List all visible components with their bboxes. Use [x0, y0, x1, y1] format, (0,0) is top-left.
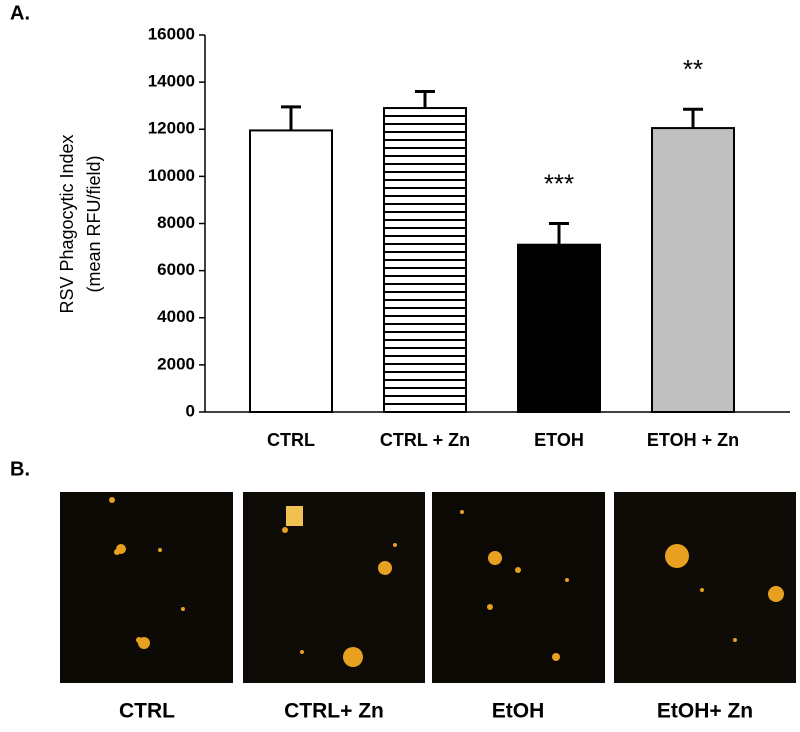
micrograph — [614, 492, 796, 683]
y-axis-title: (mean RFU/field) — [84, 155, 104, 292]
x-tick-label: ETOH + Zn — [647, 430, 739, 450]
bars — [249, 90, 735, 413]
y-tick-label: 2000 — [157, 354, 195, 373]
bar — [249, 129, 333, 413]
y-tick-label: 12000 — [148, 119, 195, 138]
y-tick-label: 14000 — [148, 72, 195, 91]
bar — [651, 127, 735, 413]
x-tick-label: CTRL — [267, 430, 315, 450]
panel-label: B. — [10, 458, 30, 480]
y-tick-label: 16000 — [148, 24, 195, 43]
caption: EtOH — [492, 700, 545, 723]
annotation: ** — [683, 54, 703, 84]
y-axis-title: RSV Phagocytic Index — [57, 134, 77, 313]
bar — [517, 243, 601, 413]
x-tick-label: ETOH — [534, 430, 584, 450]
y-tick-label: 10000 — [148, 166, 195, 185]
y-tick-label: 0 — [186, 401, 195, 420]
panel-label: A. — [10, 2, 30, 24]
caption: EtOH+ Zn — [657, 700, 753, 723]
caption: CTRL — [119, 700, 175, 723]
x-tick-label: CTRL + Zn — [380, 430, 470, 450]
y-tick-label: 6000 — [157, 260, 195, 279]
annotation: *** — [544, 168, 574, 198]
micrograph — [432, 492, 605, 683]
y-tick-label: 4000 — [157, 307, 195, 326]
micrograph — [60, 492, 233, 683]
caption: CTRL+ Zn — [284, 700, 384, 723]
y-tick-label: 8000 — [157, 213, 195, 232]
micrograph — [243, 492, 425, 683]
bar — [383, 107, 467, 413]
